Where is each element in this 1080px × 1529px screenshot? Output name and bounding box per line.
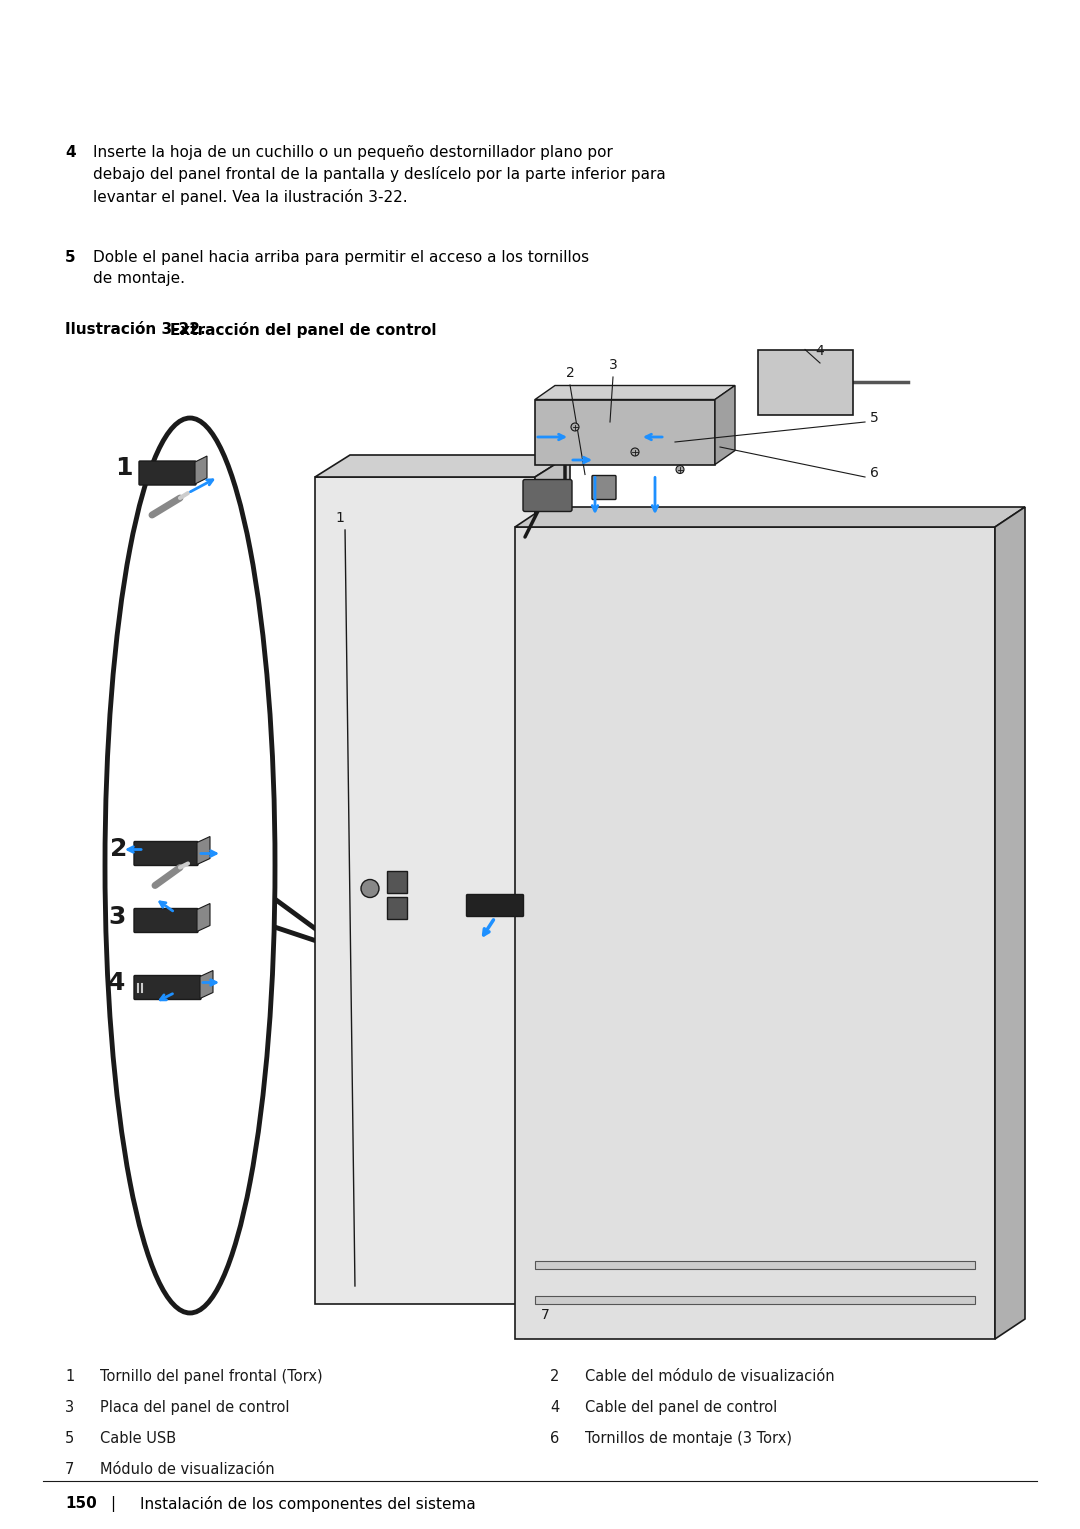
Circle shape xyxy=(571,424,579,431)
Text: 150: 150 xyxy=(65,1495,97,1511)
FancyBboxPatch shape xyxy=(134,908,198,933)
Circle shape xyxy=(631,448,639,456)
Text: 2: 2 xyxy=(110,838,127,861)
Text: Ilustración 3-22.: Ilustración 3-22. xyxy=(65,323,205,336)
Polygon shape xyxy=(200,971,213,998)
Text: Inserte la hoja de un cuchillo o un pequeño destornillador plano por
debajo del : Inserte la hoja de un cuchillo o un pequ… xyxy=(93,145,665,205)
Polygon shape xyxy=(270,896,345,951)
FancyBboxPatch shape xyxy=(523,480,572,512)
Circle shape xyxy=(361,879,379,898)
Text: 1: 1 xyxy=(65,1368,75,1384)
FancyBboxPatch shape xyxy=(139,462,195,485)
Text: 4: 4 xyxy=(108,971,125,995)
Text: Instalación de los componentes del sistema: Instalación de los componentes del siste… xyxy=(140,1495,476,1512)
FancyBboxPatch shape xyxy=(467,894,524,916)
FancyBboxPatch shape xyxy=(592,476,616,500)
Text: Doble el panel hacia arriba para permitir el acceso a los tornillos
de montaje.: Doble el panel hacia arriba para permiti… xyxy=(93,251,589,286)
Text: Cable del panel de control: Cable del panel de control xyxy=(585,1401,778,1414)
Text: 5: 5 xyxy=(870,411,879,425)
Text: 2: 2 xyxy=(550,1368,559,1384)
FancyBboxPatch shape xyxy=(387,870,407,893)
Text: 4: 4 xyxy=(550,1401,559,1414)
Text: Tornillo del panel frontal (Torx): Tornillo del panel frontal (Torx) xyxy=(100,1368,323,1384)
Polygon shape xyxy=(535,1261,975,1269)
Polygon shape xyxy=(535,456,570,1304)
Polygon shape xyxy=(315,456,570,477)
Text: 4: 4 xyxy=(815,344,824,358)
FancyBboxPatch shape xyxy=(134,976,201,1000)
Text: 3: 3 xyxy=(108,905,125,928)
Polygon shape xyxy=(535,1297,975,1304)
Text: 6: 6 xyxy=(870,466,879,480)
FancyBboxPatch shape xyxy=(134,841,198,865)
Text: Módulo de visualización: Módulo de visualización xyxy=(100,1462,274,1477)
Polygon shape xyxy=(535,399,715,465)
Polygon shape xyxy=(315,477,535,1304)
Text: 7: 7 xyxy=(541,1307,550,1323)
Text: 5: 5 xyxy=(65,251,76,265)
Text: 1: 1 xyxy=(336,511,345,524)
Text: 3: 3 xyxy=(609,358,618,372)
Polygon shape xyxy=(715,385,735,465)
Text: 6: 6 xyxy=(550,1431,559,1446)
Polygon shape xyxy=(535,385,735,399)
Polygon shape xyxy=(515,528,995,1339)
Text: Cable del módulo de visualización: Cable del módulo de visualización xyxy=(585,1368,835,1384)
Text: Cable USB: Cable USB xyxy=(100,1431,176,1446)
Polygon shape xyxy=(515,508,1025,528)
Text: 2: 2 xyxy=(566,365,575,381)
Text: 1: 1 xyxy=(114,456,133,480)
Polygon shape xyxy=(757,350,852,414)
FancyBboxPatch shape xyxy=(387,896,407,919)
Polygon shape xyxy=(195,456,207,485)
Polygon shape xyxy=(197,904,210,931)
Text: Tornillos de montaje (3 Torx): Tornillos de montaje (3 Torx) xyxy=(585,1431,792,1446)
Text: 3: 3 xyxy=(65,1401,75,1414)
Text: 5: 5 xyxy=(65,1431,75,1446)
Polygon shape xyxy=(995,508,1025,1339)
Text: |: | xyxy=(110,1495,116,1512)
Ellipse shape xyxy=(105,417,275,1313)
Text: 7: 7 xyxy=(65,1462,75,1477)
Text: 4: 4 xyxy=(65,145,76,161)
Text: Placa del panel de control: Placa del panel de control xyxy=(100,1401,289,1414)
Circle shape xyxy=(676,465,684,474)
Text: Extracción del panel de control: Extracción del panel de control xyxy=(170,323,436,338)
Polygon shape xyxy=(197,836,210,864)
